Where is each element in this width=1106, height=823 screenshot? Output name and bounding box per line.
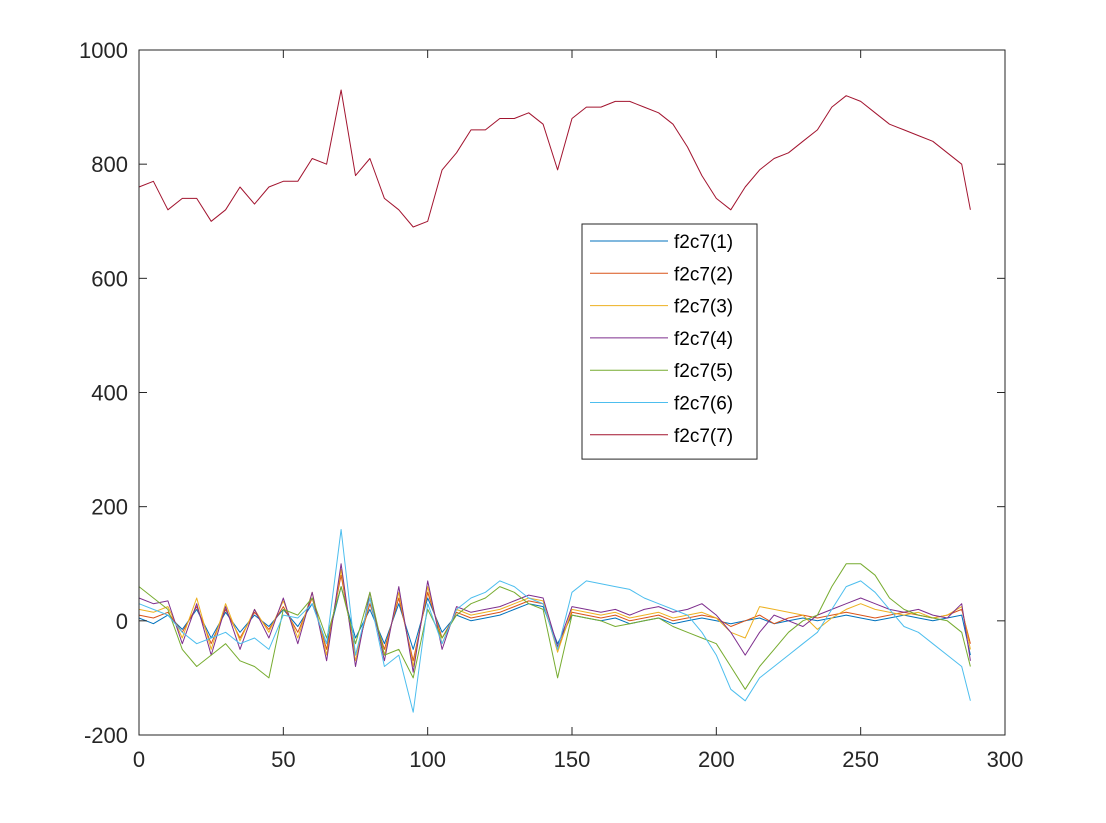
series-line-6 [138,529,971,713]
legend-label-4: f2c7(4) [674,329,733,350]
legend-label-6: f2c7(6) [674,394,733,415]
x-tick-label: 150 [554,747,591,772]
y-tick-label: 200 [91,495,128,520]
y-tick-label: 0 [116,609,128,634]
series-layer [138,89,971,713]
x-tick-label: 250 [842,747,879,772]
series-line-5 [138,563,971,690]
x-tick-label: 0 [133,747,145,772]
y-tick-label: -200 [84,723,128,748]
legend-label-3: f2c7(3) [674,297,733,318]
legend: f2c7(1) f2c7(2) f2c7(3) f2c7(4) f2c7(5) f2c7(… [581,223,758,460]
plot-area [139,50,1005,735]
x-tick-label: 200 [698,747,735,772]
series-line-4 [138,563,971,673]
y-tick-label: 1000 [79,38,128,63]
legend-label-2: f2c7(2) [674,264,733,285]
y-tick-label: 400 [91,381,128,406]
x-tick-label: 50 [271,747,295,772]
y-tick-label: 800 [91,152,128,177]
x-tick-label: 100 [409,747,446,772]
x-tick-label: 300 [987,747,1024,772]
series-line-7 [138,89,971,228]
legend-box [581,223,758,460]
legend-label-7: f2c7(7) [674,426,733,447]
legend-label-5: f2c7(5) [674,361,733,382]
legend-label-1: f2c7(1) [674,232,733,253]
y-tick-label: 600 [91,266,128,291]
